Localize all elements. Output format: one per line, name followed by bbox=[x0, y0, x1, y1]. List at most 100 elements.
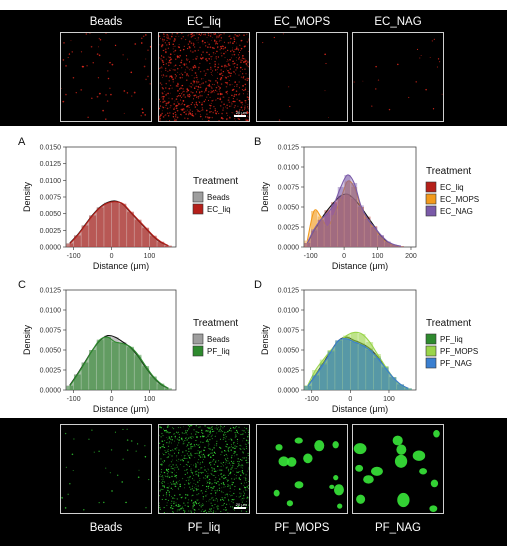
fluorescence-spot bbox=[178, 46, 181, 49]
fluorescence-spot bbox=[167, 449, 169, 451]
fluorescence-spot bbox=[232, 97, 234, 100]
fluorescence-spot bbox=[160, 463, 163, 465]
fluorescence-spot bbox=[203, 510, 205, 513]
fluorescence-spot bbox=[219, 33, 222, 36]
fluorescence-spot bbox=[244, 431, 246, 433]
histogram-bar bbox=[149, 235, 157, 247]
fluorescence-spot bbox=[169, 464, 171, 465]
top-microscopy-strip: 20 μm Beads EC_liq EC_MOPS EC_NAG bbox=[0, 10, 507, 126]
fluorescence-spot bbox=[172, 507, 174, 510]
fluorescence-spot bbox=[165, 51, 167, 54]
fluorescence-spot bbox=[236, 425, 238, 427]
fluorescence-spot bbox=[243, 482, 245, 484]
fluorescence-spot bbox=[200, 109, 202, 111]
fluorescence-spot bbox=[167, 499, 169, 501]
fluorescence-spot bbox=[181, 67, 183, 69]
micro-beads-green bbox=[60, 424, 152, 514]
fluorescence-spot bbox=[173, 452, 175, 454]
fluorescence-spot bbox=[197, 110, 199, 112]
fluorescence-spot bbox=[211, 438, 213, 440]
fluorescence-spot bbox=[239, 444, 241, 446]
fluorescence-spot bbox=[186, 79, 188, 81]
fluorescence-spot bbox=[246, 33, 248, 35]
fluorescence-spot bbox=[194, 501, 197, 503]
fluorescence-spot bbox=[228, 470, 229, 472]
fluorescence-spot bbox=[224, 450, 226, 452]
fluorescence-spot bbox=[177, 95, 180, 97]
fluorescence-spot bbox=[160, 476, 162, 478]
fluorescence-spot bbox=[220, 37, 223, 39]
fluorescence-spot bbox=[186, 472, 188, 474]
fluorescence-spot bbox=[205, 89, 207, 92]
fluorescence-spot bbox=[236, 85, 238, 87]
fluorescence-spot bbox=[230, 105, 232, 107]
fluorescence-spot bbox=[221, 429, 223, 431]
fluorescence-spot bbox=[98, 501, 100, 504]
fluorescence-spot bbox=[199, 463, 201, 465]
fluorescence-spot bbox=[167, 35, 169, 37]
fluorescence-spot bbox=[182, 36, 184, 38]
fluorescence-spot bbox=[210, 472, 212, 474]
fluorescence-spot bbox=[172, 464, 174, 466]
histogram-bar bbox=[104, 203, 112, 247]
fluorescence-spot bbox=[246, 497, 248, 499]
fluorescence-spot bbox=[222, 107, 225, 109]
fluorescence-spot bbox=[176, 85, 178, 87]
fluorescence-spot bbox=[243, 61, 245, 63]
fluorescence-spot bbox=[196, 452, 198, 454]
fluorescence-spot bbox=[223, 454, 225, 457]
histogram-bar bbox=[327, 350, 335, 390]
fluorescence-spot bbox=[185, 430, 187, 432]
fluorescence-spot bbox=[184, 504, 186, 506]
fluorescence-spot bbox=[238, 81, 240, 83]
fluorescence-spot bbox=[218, 120, 220, 121]
fluorescence-spot bbox=[202, 78, 204, 80]
fluorescence-spot bbox=[171, 439, 173, 441]
x-tick-label: 200 bbox=[405, 253, 417, 260]
fluorescence-spot bbox=[200, 504, 202, 506]
fluorescence-spot bbox=[195, 426, 197, 427]
fluorescence-spot bbox=[176, 57, 178, 59]
fluorescence-spot bbox=[206, 68, 209, 71]
fluorescence-spot bbox=[208, 79, 210, 82]
fluorescence-spot bbox=[165, 63, 167, 65]
fluorescence-spot bbox=[356, 494, 366, 504]
fluorescence-spot bbox=[232, 502, 234, 504]
fluorescence-spot bbox=[189, 454, 191, 456]
fluorescence-spot bbox=[199, 70, 202, 73]
fluorescence-spot bbox=[196, 97, 198, 98]
fluorescence-spot bbox=[202, 471, 204, 474]
fluorescence-spot bbox=[185, 437, 187, 439]
x-tick-label: 100 bbox=[383, 396, 395, 403]
fluorescence-spot bbox=[168, 59, 171, 62]
fluorescence-spot bbox=[159, 105, 162, 107]
fluorescence-spot bbox=[211, 434, 213, 436]
fluorescence-spot bbox=[178, 468, 180, 470]
fluorescence-spot bbox=[188, 437, 190, 439]
fluorescence-spot bbox=[213, 459, 215, 461]
histogram-bar bbox=[73, 235, 81, 247]
fluorescence-spot bbox=[242, 473, 245, 475]
fluorescence-spot bbox=[208, 479, 209, 481]
fluorescence-spot bbox=[181, 108, 184, 111]
fluorescence-spot bbox=[162, 460, 163, 462]
fluorescence-spot bbox=[159, 67, 160, 70]
fluorescence-spot bbox=[215, 511, 217, 513]
fluorescence-spot bbox=[189, 512, 191, 513]
fluorescence-spot bbox=[80, 89, 83, 91]
fluorescence-spot bbox=[207, 476, 209, 478]
fluorescence-spot bbox=[231, 467, 233, 469]
fluorescence-spot bbox=[245, 87, 246, 89]
fluorescence-spot bbox=[234, 489, 235, 491]
fluorescence-spot bbox=[159, 426, 160, 429]
fluorescence-spot bbox=[286, 457, 297, 467]
micro-pf-liq: 20 μm bbox=[158, 424, 250, 514]
fluorescence-spot bbox=[244, 58, 246, 60]
fluorescence-spot bbox=[242, 465, 244, 467]
histogram-bar bbox=[373, 356, 381, 390]
fluorescence-spot bbox=[166, 431, 169, 433]
fluorescence-spot bbox=[201, 33, 203, 35]
fluorescence-spot bbox=[207, 468, 209, 470]
fluorescence-spot bbox=[247, 436, 249, 438]
histogram-bar bbox=[389, 377, 397, 390]
